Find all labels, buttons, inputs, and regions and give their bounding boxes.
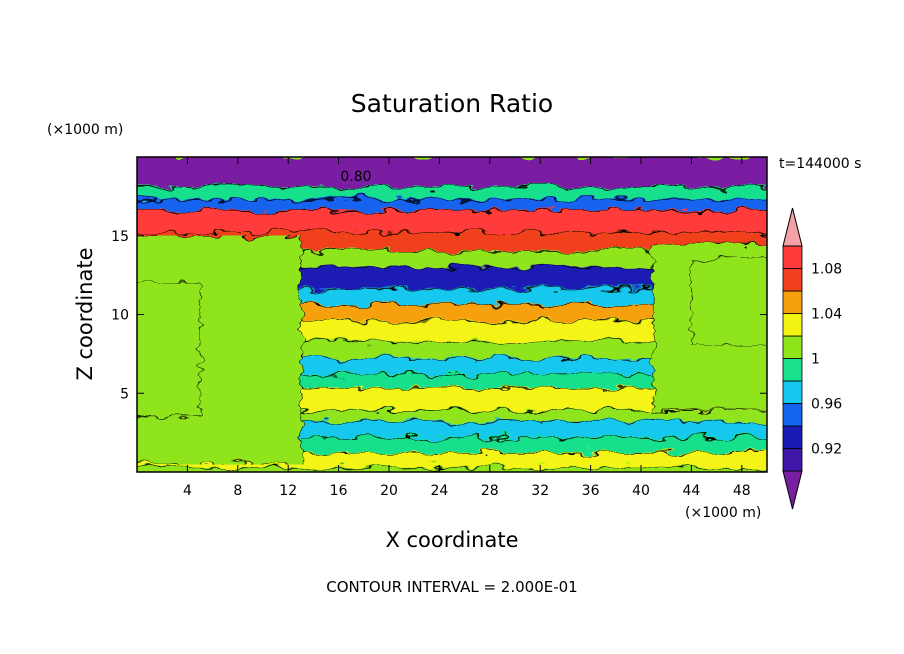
x-tick-label-36: 36 xyxy=(582,483,600,499)
colorbar-segment-6 xyxy=(782,313,803,337)
y-axis-label: Z coordinate xyxy=(73,247,97,380)
chart-title: Saturation Ratio xyxy=(351,89,553,118)
colorbar-label-3: 1.04 xyxy=(811,307,842,323)
x-tick-label-8: 8 xyxy=(233,483,242,499)
colorbar: 0.92 0.96 1 1.04 1.08 xyxy=(782,207,842,510)
color-band-1 xyxy=(137,185,767,201)
x-axis-label: X coordinate xyxy=(385,528,518,552)
color-band-3 xyxy=(137,209,767,234)
x-unit-label: (×1000 m) xyxy=(685,505,761,521)
contour-label-bg xyxy=(334,167,378,184)
colorbar-segment-3 xyxy=(782,380,803,404)
colorbar-under-triangle xyxy=(782,470,803,510)
x-tick-label-48: 48 xyxy=(733,483,751,499)
plot-area xyxy=(137,157,767,472)
y-unit-label: (×1000 m) xyxy=(47,122,123,138)
side-region-1 xyxy=(137,282,201,418)
x-tick-label-12: 12 xyxy=(279,483,297,499)
colorbar-segment-4 xyxy=(782,358,803,382)
x-tick-label-40: 40 xyxy=(632,483,650,499)
colorbar-label-0: 0.92 xyxy=(811,442,842,458)
x-tick-label-20: 20 xyxy=(380,483,398,499)
x-tick-label-4: 4 xyxy=(183,483,192,499)
y-tick-label-10: 10 xyxy=(111,308,129,324)
contour-label: 0.80 xyxy=(340,169,371,185)
colorbar-segment-9 xyxy=(782,245,803,269)
colorbar-segment-5 xyxy=(782,335,803,359)
colorbar-label-2: 1 xyxy=(811,352,820,368)
colorbar-label-4: 1.08 xyxy=(811,262,842,278)
colorbar-label-1: 0.96 xyxy=(811,397,842,413)
colorbar-segment-0 xyxy=(782,448,803,472)
color-band-0 xyxy=(137,157,767,188)
side-regions xyxy=(137,235,767,465)
y-axis: 5 10 15 xyxy=(111,229,767,402)
colorbar-over-triangle xyxy=(782,207,803,247)
x-tick-label-28: 28 xyxy=(481,483,499,499)
y-tick-label-15: 15 xyxy=(111,229,129,245)
x-tick-label-44: 44 xyxy=(682,483,700,499)
colorbar-segment-2 xyxy=(782,403,803,427)
time-label: t=144000 s xyxy=(779,156,861,172)
color-band-2 xyxy=(137,198,767,212)
colorbar-segment-7 xyxy=(782,290,803,314)
y-tick-label-5: 5 xyxy=(120,386,129,402)
color-band-18 xyxy=(137,466,767,472)
colorbar-segment-1 xyxy=(782,425,803,449)
contour-label-group: 0.80 xyxy=(334,167,378,185)
colorbar-segment-8 xyxy=(782,268,803,292)
x-tick-label-24: 24 xyxy=(430,483,448,499)
contour-interval-footer: CONTOUR INTERVAL = 2.000E-01 xyxy=(326,578,577,596)
x-tick-label-16: 16 xyxy=(330,483,348,499)
x-tick-label-32: 32 xyxy=(531,483,549,499)
side-region-3 xyxy=(691,259,767,347)
x-axis: 4 8 12 16 20 24 28 32 36 40 44 48 xyxy=(183,157,751,499)
